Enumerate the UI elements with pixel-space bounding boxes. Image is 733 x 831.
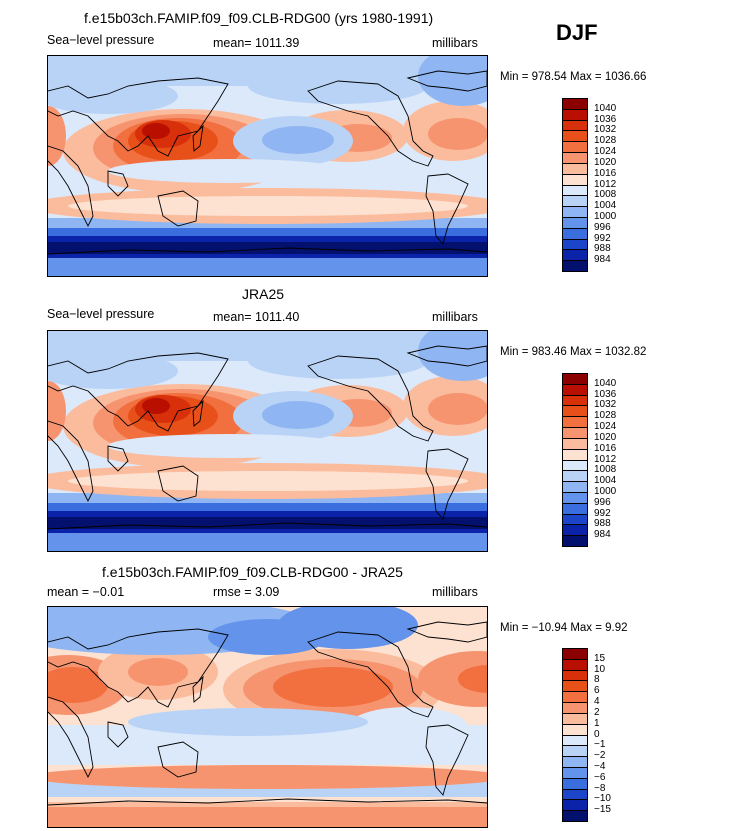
- panel-1-mean-label: mean= 1011.39: [213, 36, 300, 50]
- colorbar-label: 1008: [594, 464, 617, 476]
- colorbar-label: 996: [594, 221, 611, 233]
- colorbar-label: 1004: [594, 475, 617, 487]
- colorbar-label: −6: [594, 771, 606, 783]
- colorbar-swatch: [562, 535, 588, 547]
- colorbar-label: −15: [594, 804, 611, 816]
- colorbar-label: 2: [594, 706, 600, 718]
- panel-3-units-label: millibars: [432, 585, 478, 599]
- panel-3-rmse-label: rmse = 3.09: [213, 585, 280, 599]
- colorbar-label: 992: [594, 232, 611, 244]
- panel-2-title: JRA25: [242, 286, 285, 302]
- panel-2-units-label: millibars: [432, 310, 478, 324]
- colorbar-label: 984: [594, 254, 611, 266]
- panel-1-title: f.e15b03ch.FAMIP.f09_f09.CLB-RDG00 (yrs …: [84, 10, 434, 26]
- panel-3-mean-label: mean = −0.01: [47, 585, 125, 599]
- colorbar-label: 10: [594, 663, 606, 675]
- colorbar-label: 984: [594, 529, 611, 541]
- panel-1-minmax: Min = 978.54 Max = 1036.66: [500, 71, 647, 83]
- panel-1-colorbar: 1040 1036 1032 1028 1024 1020 1016 1012 1008 1004…: [562, 98, 642, 272]
- colorbar-label: 1004: [594, 200, 617, 212]
- colorbar-label: 0: [594, 728, 600, 740]
- colorbar-label: 1016: [594, 442, 617, 454]
- colorbar-label: 1000: [594, 485, 617, 497]
- colorbar-label: 1020: [594, 156, 617, 168]
- colorbar-label: −8: [594, 782, 606, 794]
- colorbar-label: 1016: [594, 167, 617, 179]
- panel-3-colorbar: 15 10 8 6 4 2 1 0 −1 −2 −4 −6 −8 −10 −15: [562, 648, 642, 822]
- colorbar-label: 1012: [594, 453, 617, 465]
- panel-2-minmax: Min = 983.46 Max = 1032.82: [500, 346, 647, 358]
- colorbar-label: 1024: [594, 146, 617, 158]
- panel-3-minmax: Min = −10.94 Max = 9.92: [500, 622, 628, 634]
- panel-1-units-label: millibars: [432, 36, 478, 50]
- panel-1-map: [47, 55, 488, 277]
- colorbar-label: −1: [594, 739, 606, 751]
- colorbar-label: 1028: [594, 410, 617, 422]
- colorbar-label: −10: [594, 793, 611, 805]
- colorbar-label: 988: [594, 243, 611, 255]
- panel-3-map: [47, 606, 488, 828]
- colorbar-label: −2: [594, 750, 606, 762]
- colorbar-label: 1000: [594, 210, 617, 222]
- panel-3-title: f.e15b03ch.FAMIP.f09_f09.CLB-RDG00 - JRA…: [102, 564, 403, 580]
- panel-2-colorbar: 1040 1036 1032 1028 1024 1020 1016 1012 1008 1004…: [562, 373, 642, 547]
- colorbar-swatch: [562, 260, 588, 272]
- colorbar-label: 1036: [594, 388, 617, 400]
- colorbar-label: 1: [594, 717, 600, 729]
- panel-2-mean-label: mean= 1011.40: [213, 310, 300, 324]
- colorbar-swatch: [562, 810, 588, 822]
- colorbar-label: 4: [594, 696, 600, 708]
- colorbar-label: 1040: [594, 377, 617, 389]
- colorbar-label: 1024: [594, 421, 617, 433]
- colorbar-label: 996: [594, 496, 611, 508]
- season-label: DJF: [556, 20, 598, 45]
- colorbar-label: 1020: [594, 431, 617, 443]
- colorbar-label: 1040: [594, 102, 617, 114]
- panel-2-map: [47, 330, 488, 552]
- colorbar-label: 988: [594, 518, 611, 530]
- colorbar-label: 1028: [594, 135, 617, 147]
- panel-2-variable-label: Sea−level pressure: [47, 307, 155, 321]
- colorbar-label: 1008: [594, 189, 617, 201]
- colorbar-label: 15: [594, 652, 606, 664]
- colorbar-label: 1036: [594, 113, 617, 125]
- colorbar-label: 8: [594, 674, 600, 686]
- colorbar-label: 1032: [594, 124, 617, 136]
- colorbar-label: 6: [594, 685, 600, 697]
- colorbar-label: −4: [594, 760, 606, 772]
- colorbar-label: 1032: [594, 399, 617, 411]
- panel-1-variable-label: Sea−level pressure: [47, 33, 155, 47]
- colorbar-label: 1012: [594, 178, 617, 190]
- colorbar-label: 992: [594, 507, 611, 519]
